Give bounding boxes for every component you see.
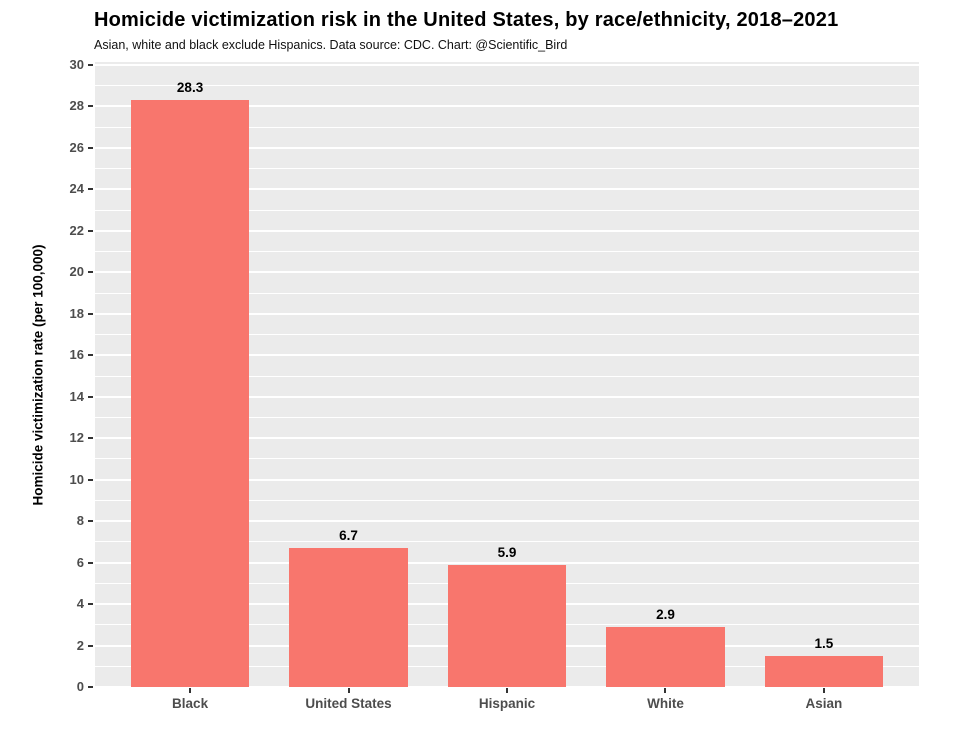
gridline-major [95,188,919,191]
plot-panel: 28.3 6.7 5.9 2.9 1.5 [95,62,919,688]
gridline-major [95,229,919,232]
y-tick-label: 22 [69,222,84,238]
gridline-major [95,437,919,440]
x-category-label: Black [172,696,209,711]
x-tick-mark [506,688,508,693]
y-tick-label: 18 [69,305,84,321]
y-tick-mark [88,478,93,481]
y-tick-mark [88,354,93,357]
y-tick-mark [88,520,93,523]
y-tick-mark [88,146,93,149]
gridline-major [95,271,919,274]
bar-value-label: 5.9 [497,544,517,560]
y-tick-mark [88,105,93,108]
x-tick-mark [664,688,667,693]
y-tick-mark [88,271,93,274]
y-tick-label: 10 [69,471,84,487]
bar-value-label: 6.7 [339,528,358,544]
bar-hispanic [447,564,567,687]
chart-title: Homicide victimization risk in the Unite… [94,9,839,31]
y-tick-label: 28 [69,98,84,114]
y-tick-label: 0 [76,679,84,694]
gridline-minor [95,168,919,170]
bar-united-states [289,548,408,687]
gridline-major [95,478,919,481]
y-tick-mark [88,395,93,398]
y-tick-mark [88,644,93,647]
gridline-minor [95,334,919,336]
gridline-minor [95,416,919,418]
x-tick-mark [822,688,825,693]
chart-subtitle: Asian, white and black exclude Hispanics… [94,38,568,52]
x-tick-mark [347,688,350,693]
gridline-minor [95,85,919,87]
x-category-label: United States [305,696,392,711]
y-tick-label: 16 [69,347,84,363]
gridline-major [95,686,919,688]
gridline-minor [95,499,919,501]
y-tick-label: 26 [69,139,84,155]
y-tick-mark [88,561,93,564]
y-tick-label: 8 [76,513,84,529]
x-category-label: White [647,696,684,711]
gridline-minor [95,126,919,128]
gridline-major [95,312,919,315]
x-category-label: Asian [805,696,843,711]
y-tick-label: 12 [69,430,84,446]
y-tick-label: 4 [76,596,84,612]
y-tick-mark [88,312,93,315]
y-tick-mark [88,188,93,191]
gridline-minor [95,458,919,460]
y-axis-title: Homicide victimization rate (per 100,000… [30,244,46,506]
gridline-major [95,354,919,357]
gridline-minor [95,292,919,294]
bar-black [130,100,250,687]
gridline-minor [95,209,919,211]
gridline-major [95,561,919,564]
y-tick-label: 6 [76,554,84,570]
y-tick-mark [88,437,93,440]
bar-value-label: 2.9 [656,606,675,622]
gridline-major [95,520,919,523]
gridline-major [95,64,919,66]
y-tick-mark [88,686,93,688]
gridline-minor [95,251,919,253]
y-tick-label: 30 [69,57,84,72]
gridline-minor [95,541,919,543]
y-tick-mark [88,603,93,606]
y-tick-mark [88,229,93,232]
y-tick-label: 2 [76,637,84,653]
x-tick-mark [189,688,192,693]
gridline-minor [95,375,919,377]
x-category-label: Hispanic [478,696,536,711]
y-tick-label: 20 [69,264,84,280]
y-tick-mark [88,64,93,66]
y-tick-label: 24 [69,181,84,197]
gridline-major [95,146,919,149]
bar-asian [764,655,884,687]
bar-value-label: 1.5 [814,635,834,651]
bar-value-label: 28.3 [176,80,204,96]
gridline-major [95,105,919,108]
gridline-major [95,395,919,398]
bar-white [606,626,725,687]
y-tick-label: 14 [69,388,84,404]
